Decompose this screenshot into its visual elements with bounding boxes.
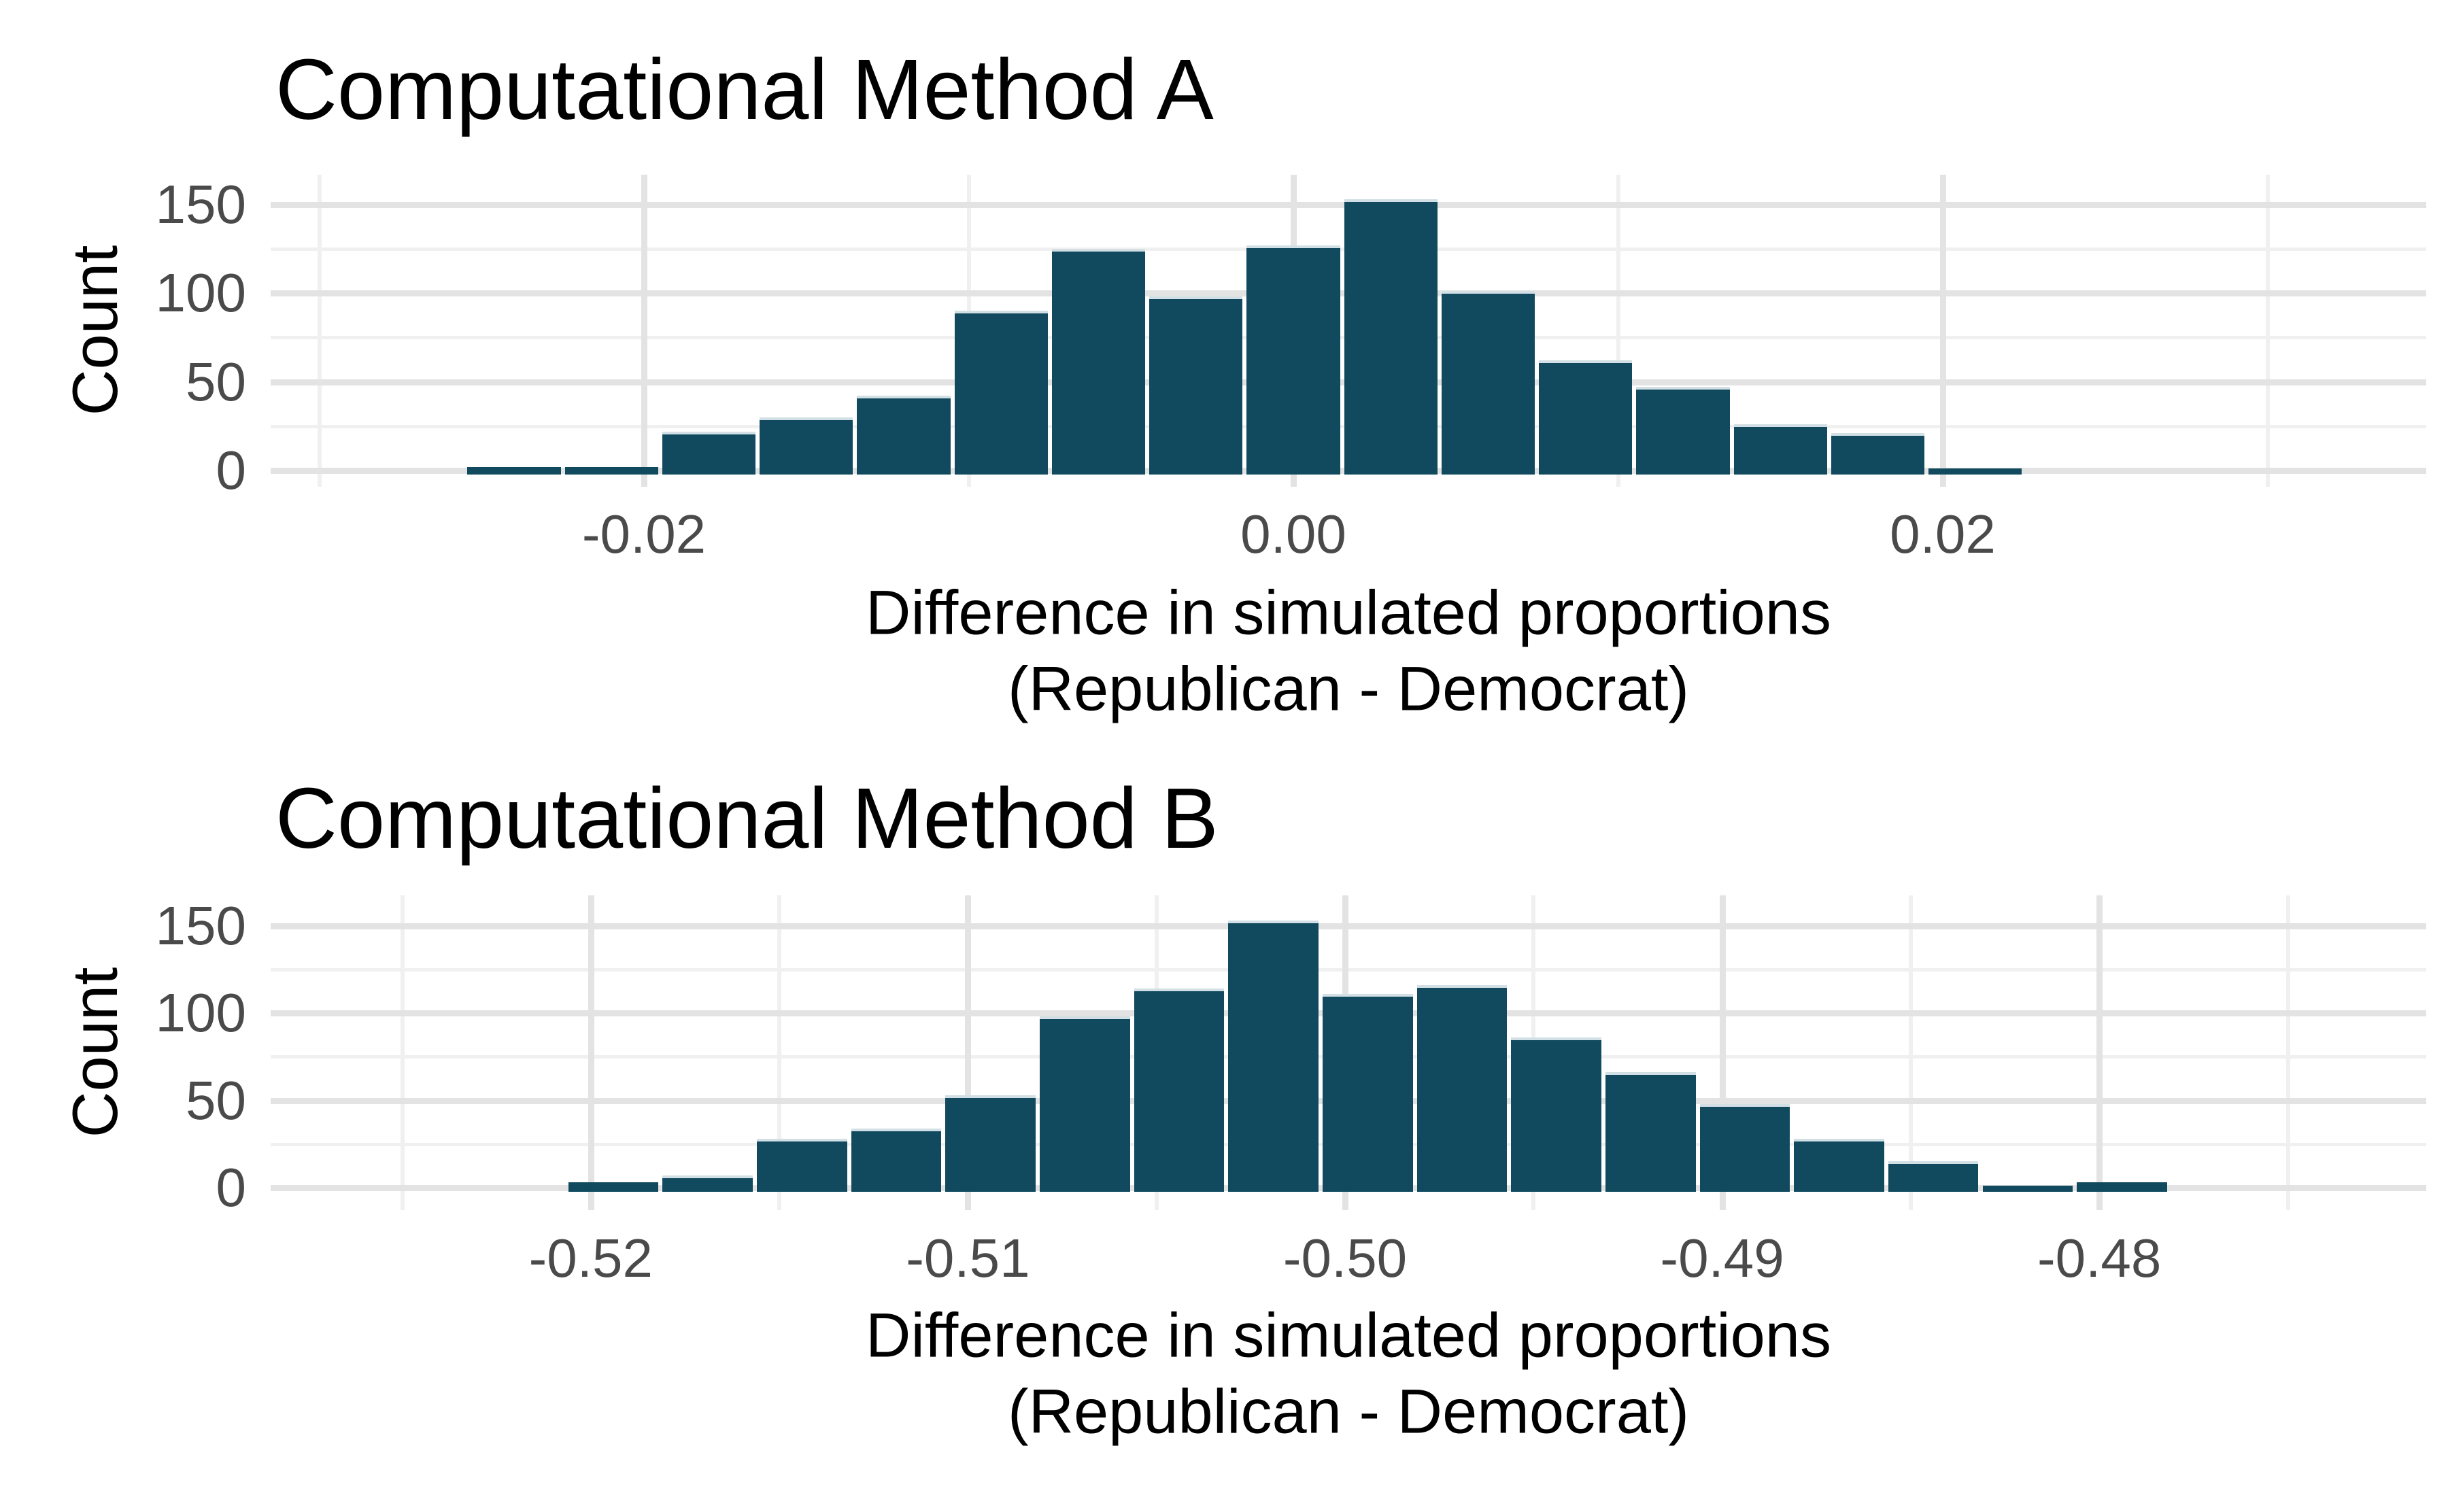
histogram-bar <box>1051 248 1146 475</box>
x-tick-label: -0.49 <box>1660 1228 1784 1288</box>
y-tick-label: 150 <box>155 895 246 956</box>
chart-a-x-axis-label-line1: Difference in simulated proportions <box>866 578 1831 648</box>
histogram-bar <box>1733 424 1827 475</box>
histogram-bar <box>1539 360 1633 475</box>
histogram-bar <box>1344 199 1438 475</box>
gridline-x-major <box>1719 895 1726 1210</box>
histogram-bar <box>662 431 756 475</box>
gridline-x-minor <box>2285 895 2290 1210</box>
chart-a-title: Computational Method A <box>275 41 1214 137</box>
histogram-bar <box>1831 433 1925 475</box>
gridline-x-major <box>1940 175 1946 487</box>
histogram-bar <box>757 1139 847 1192</box>
gridline-x-major <box>588 895 594 1210</box>
histogram-bar <box>1134 989 1225 1192</box>
histogram-bar <box>1228 920 1319 1192</box>
histogram-bar <box>1982 1186 2073 1192</box>
histogram-bar <box>760 417 853 475</box>
histogram-bar <box>1416 984 1508 1192</box>
chart-b-title: Computational Method B <box>275 770 1219 866</box>
gridline-x-minor <box>1908 895 1913 1210</box>
y-tick-label: 0 <box>216 1157 247 1218</box>
histogram-bar <box>662 1175 753 1192</box>
histogram-bar <box>945 1095 1036 1192</box>
y-tick-label: 150 <box>155 173 246 235</box>
histogram-bar <box>1699 1103 1790 1192</box>
gridline-y-major <box>271 923 2426 929</box>
histogram-bar <box>568 1182 659 1192</box>
x-tick-label: -0.51 <box>906 1228 1030 1288</box>
gridline-x-major <box>2096 895 2103 1210</box>
y-tick-label: 50 <box>186 351 246 412</box>
histogram-bar <box>1928 468 2022 475</box>
y-tick-label: 100 <box>155 982 246 1043</box>
gridline-x-major <box>641 175 647 487</box>
gridline-x-minor <box>1616 175 1620 487</box>
histogram-bar <box>564 466 658 475</box>
chart-b-x-axis-label-line2: (Republican - Democrat) <box>1007 1377 1690 1447</box>
y-tick-label: 50 <box>186 1069 246 1131</box>
histogram-bar <box>1794 1139 1884 1192</box>
x-tick-label: -0.48 <box>2037 1228 2162 1288</box>
histogram-bar <box>1246 245 1340 475</box>
x-tick-label: 0.02 <box>1890 504 1996 564</box>
histogram-bar <box>851 1128 942 1192</box>
histogram-bar <box>1605 1072 1696 1192</box>
histogram-bar <box>954 311 1048 475</box>
histogram-bar <box>1511 1037 1601 1192</box>
chart-b-x-axis-label-line1: Difference in simulated proportions <box>866 1301 1831 1371</box>
gridline-x-minor <box>777 895 782 1210</box>
histogram-bar <box>1040 1016 1130 1192</box>
y-tick-label: 0 <box>216 440 247 500</box>
x-tick-label: -0.02 <box>581 504 707 564</box>
gridline-x-minor <box>2265 175 2270 487</box>
gridline-x-major <box>965 895 972 1210</box>
y-tick-label: 100 <box>155 262 246 323</box>
histogram-bar <box>1636 387 1730 475</box>
chart-a-x-axis-label-line2: (Republican - Democrat) <box>1007 654 1690 724</box>
histogram-bar <box>1322 993 1413 1192</box>
histogram-bar <box>1441 291 1535 475</box>
gridline-y-minor <box>271 967 2426 972</box>
x-tick-label: 0.00 <box>1240 504 1346 564</box>
histogram-bar <box>1888 1161 1979 1192</box>
gridline-x-minor <box>317 175 322 487</box>
x-tick-label: -0.50 <box>1282 1228 1408 1288</box>
histogram-bar <box>857 396 951 475</box>
histogram-bar <box>1149 296 1243 475</box>
histogram-bar <box>2077 1182 2167 1192</box>
x-tick-label: -0.52 <box>528 1228 653 1288</box>
gridline-x-minor <box>400 895 405 1210</box>
histogram-bar <box>467 466 561 475</box>
